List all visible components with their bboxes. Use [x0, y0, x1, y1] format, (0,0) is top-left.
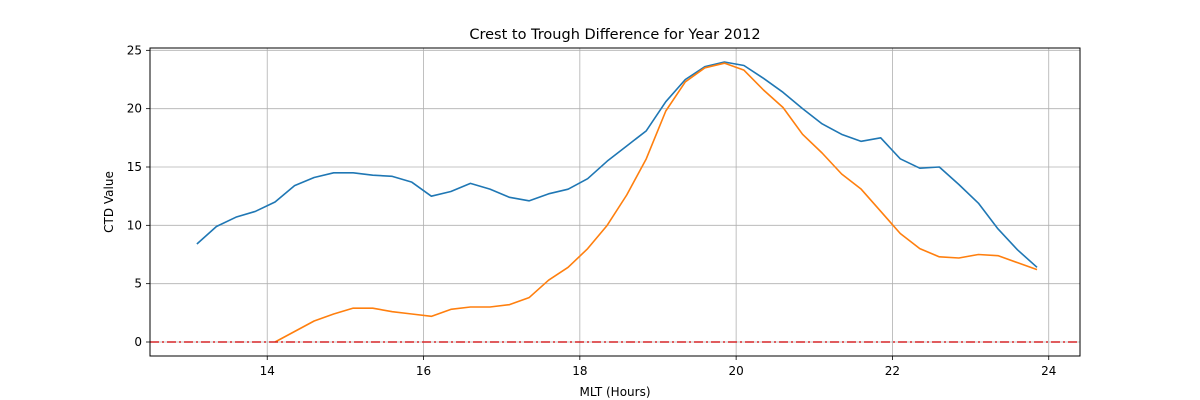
chart-title: Crest to Trough Difference for Year 2012 — [469, 27, 760, 43]
x-tick-label: 22 — [885, 364, 900, 378]
grid — [150, 48, 1080, 356]
y-axis-label: CTD Value — [102, 171, 116, 233]
y-tick-label: 5 — [134, 277, 142, 291]
x-tick-label: 24 — [1041, 364, 1056, 378]
x-tick-label: 20 — [728, 364, 743, 378]
series-line-2 — [274, 62, 1038, 343]
series-layer — [196, 61, 1038, 343]
x-axis-label: MLT (Hours) — [579, 385, 650, 399]
y-tick-label: 0 — [134, 335, 142, 349]
x-axis-ticks: 14 16 18 20 22 24 — [260, 356, 1056, 378]
x-tick-label: 14 — [260, 364, 275, 378]
x-tick-label: 18 — [572, 364, 587, 378]
y-axis-ticks: 0 5 10 15 20 25 — [127, 43, 150, 349]
y-tick-label: 25 — [127, 43, 142, 57]
y-tick-label: 10 — [127, 218, 142, 232]
plot-frame — [149, 47, 1081, 357]
y-tick-label: 15 — [127, 160, 142, 174]
series-line-1 — [196, 61, 1038, 268]
y-tick-label: 20 — [127, 102, 142, 116]
x-tick-label: 16 — [416, 364, 431, 378]
